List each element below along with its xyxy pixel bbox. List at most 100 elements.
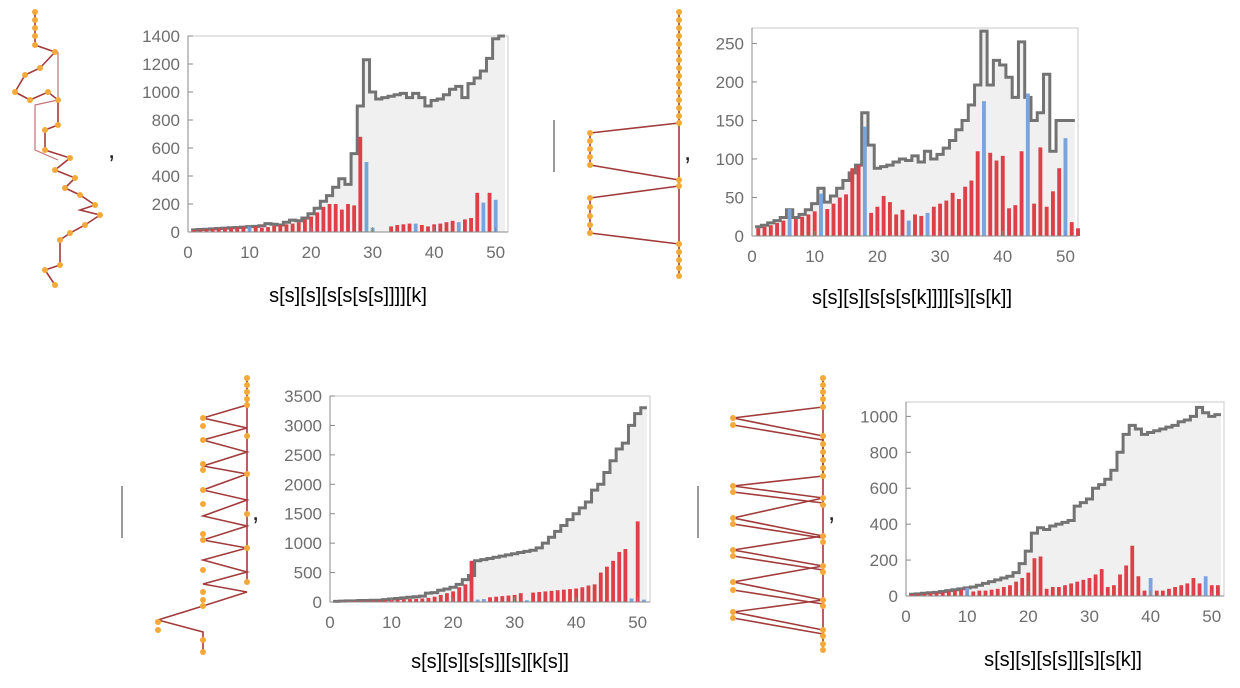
- bar-red: [358, 136, 363, 232]
- bar-red: [1075, 581, 1080, 596]
- bar-red: [531, 592, 535, 602]
- separator-comma-3: ,: [252, 496, 259, 526]
- bar-red: [241, 227, 246, 232]
- bar-blue: [481, 202, 486, 232]
- bar-red: [977, 590, 982, 596]
- bar-red: [463, 219, 467, 232]
- bar-red: [938, 203, 943, 236]
- bar-red: [389, 226, 393, 232]
- bar-red: [444, 222, 449, 232]
- bar-red: [1007, 208, 1011, 236]
- bar-red: [290, 223, 295, 232]
- separator-comma-1: ,: [108, 134, 115, 164]
- bar-red: [806, 214, 811, 236]
- bar-red: [315, 212, 320, 232]
- bar-blue: [641, 599, 646, 602]
- bar-red: [346, 204, 350, 232]
- x-tick-label: 50: [1202, 607, 1221, 626]
- bar-red: [956, 199, 961, 236]
- x-tick-label: 40: [1141, 607, 1160, 626]
- bar-red: [383, 600, 388, 602]
- bar-red: [1056, 587, 1061, 596]
- bar-red: [1069, 222, 1074, 236]
- x-tick-label: 30: [1080, 607, 1099, 626]
- bar-red: [1191, 578, 1196, 596]
- bar-red: [339, 209, 344, 232]
- x-axis-title: s[s][s][s[s]][s][s[k]]: [984, 649, 1142, 671]
- x-tick-label: 20: [1019, 607, 1038, 626]
- bar-red: [284, 224, 289, 232]
- bar-red: [944, 200, 949, 236]
- bar-red: [635, 521, 640, 602]
- bar-red: [419, 225, 424, 232]
- bar-red: [1050, 587, 1055, 596]
- y-tick-label: 0: [313, 593, 322, 612]
- bar-red: [1020, 578, 1025, 596]
- chart-1: 0 200 400 600 800 1000 1200 1400 0 10 20 30 40 50 s[s]…: [142, 27, 509, 307]
- bar-red: [916, 594, 921, 596]
- bar-red: [445, 593, 449, 602]
- x-tick-label: 40: [993, 247, 1012, 266]
- graph-glyph-4: [730, 375, 826, 653]
- y-tick-label: 800: [870, 443, 898, 462]
- bar-red: [1130, 545, 1135, 596]
- bar-red: [762, 226, 767, 236]
- y-tick-label: 1000: [142, 83, 180, 102]
- x-tick-label: 40: [567, 613, 586, 632]
- bar-red: [365, 600, 369, 602]
- y-tick-label: 200: [152, 195, 180, 214]
- x-axis-title: s[s][s][s[s]][s][k[s]]: [411, 651, 569, 673]
- bar-red: [959, 589, 963, 596]
- bar-red: [259, 227, 264, 232]
- bar-red: [408, 599, 412, 602]
- bar-red: [1014, 581, 1018, 596]
- bar-red: [475, 192, 480, 232]
- y-tick-label: 100: [716, 150, 744, 169]
- bar-red: [975, 151, 980, 236]
- bar-red: [358, 600, 363, 602]
- bar-red: [1173, 587, 1177, 596]
- y-tick-label: 3000: [284, 416, 322, 435]
- bar-red: [983, 590, 988, 596]
- bar-red: [963, 186, 968, 236]
- bar-red: [401, 224, 406, 232]
- x-tick-label: 0: [901, 607, 910, 626]
- bar-red: [327, 204, 332, 232]
- bar-red: [1019, 151, 1024, 236]
- y-tick-label: 200: [716, 73, 744, 92]
- bar-red: [1069, 583, 1074, 596]
- envelope-line: [909, 405, 1221, 596]
- bar-red: [420, 598, 425, 602]
- envelope-line: [755, 29, 1075, 229]
- bar-red: [831, 203, 836, 236]
- envelope-fill: [191, 36, 505, 232]
- x-tick-label: 30: [931, 247, 950, 266]
- envelope-line: [333, 406, 647, 603]
- envelope-fill: [909, 407, 1221, 596]
- x-tick-label: 0: [183, 243, 192, 262]
- bar-red: [881, 195, 886, 236]
- x-tick-label: 20: [444, 613, 463, 632]
- bar-red: [837, 197, 842, 236]
- bar-red: [946, 591, 951, 596]
- bar-red: [812, 211, 817, 236]
- y-tick-label: 200: [870, 551, 898, 570]
- bar-red: [272, 225, 277, 232]
- bar-blue: [493, 199, 498, 232]
- bar-blue: [862, 126, 867, 236]
- bar-red: [266, 227, 270, 232]
- envelope-fill: [333, 407, 647, 602]
- bar-red: [451, 591, 455, 602]
- bar-red: [377, 600, 382, 602]
- bar-red: [756, 228, 761, 236]
- bar-red: [210, 228, 215, 232]
- bar-red: [401, 599, 406, 602]
- bar-red: [1001, 587, 1006, 596]
- envelope-line: [191, 34, 505, 232]
- bar-red: [1105, 587, 1110, 596]
- separator-comma-2: ,: [684, 136, 691, 166]
- x-tick-label: 0: [747, 247, 756, 266]
- bar-red: [894, 214, 899, 236]
- bar-blue: [456, 222, 461, 232]
